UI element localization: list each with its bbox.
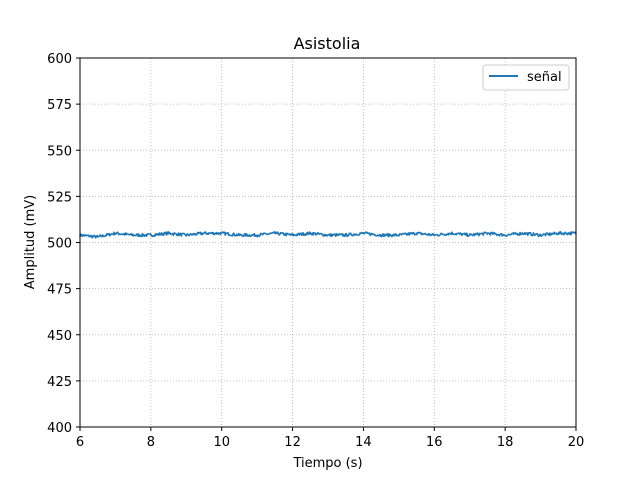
data-point — [398, 234, 400, 236]
data-point — [504, 234, 506, 236]
y-tick-label: 500 — [47, 237, 72, 252]
data-point — [522, 232, 524, 235]
legend-label: señal — [527, 70, 562, 85]
x-axis-label: Tiempo (s) — [292, 456, 362, 471]
data-point — [96, 236, 99, 238]
data-point — [433, 234, 436, 236]
y-tick-label: 600 — [47, 52, 72, 67]
chart-title: Asistolia — [294, 34, 361, 53]
x-tick-label: 8 — [147, 435, 155, 450]
x-tick-label: 10 — [213, 435, 230, 450]
data-point — [220, 232, 223, 235]
y-tick-label: 550 — [47, 144, 72, 159]
legend-box — [482, 64, 570, 91]
y-tick-label: 525 — [47, 190, 72, 205]
data-point — [380, 234, 382, 236]
x-tick-label: 14 — [355, 435, 372, 450]
x-axis: 6 8 10 12 14 16 18 20 — [76, 427, 584, 450]
data-point — [309, 232, 312, 235]
data-point — [114, 232, 117, 235]
data-point — [344, 234, 347, 236]
data-point — [132, 234, 134, 236]
y-axis: 400 425 450 475 500 525 550 575 600 — [47, 52, 80, 436]
data-point — [167, 232, 170, 235]
x-tick-label: 12 — [284, 435, 301, 450]
data-point — [539, 234, 542, 236]
x-tick-label: 18 — [497, 435, 514, 450]
data-point — [557, 232, 560, 235]
y-axis-label: Amplitud (mV) — [23, 195, 38, 289]
data-point — [468, 234, 471, 236]
data-point — [362, 232, 365, 235]
y-tick-label: 425 — [47, 375, 72, 390]
y-tick-label: 450 — [47, 329, 72, 344]
y-tick-label: 575 — [47, 98, 72, 113]
data-point — [238, 234, 241, 236]
x-tick-label: 6 — [76, 435, 84, 450]
data-point — [291, 234, 294, 236]
y-tick-label: 475 — [47, 283, 72, 298]
data-point — [185, 234, 188, 236]
data-point — [150, 234, 152, 236]
x-tick-label: 20 — [568, 435, 585, 450]
x-tick-label: 16 — [426, 435, 443, 450]
data-point — [203, 232, 205, 235]
data-point — [415, 232, 418, 235]
data-point — [256, 234, 258, 236]
data-point — [486, 232, 489, 235]
data-point — [327, 234, 329, 236]
data-point — [274, 232, 276, 235]
y-tick-label: 400 — [47, 421, 72, 436]
data-point — [451, 232, 453, 235]
legend: señal — [482, 64, 570, 91]
